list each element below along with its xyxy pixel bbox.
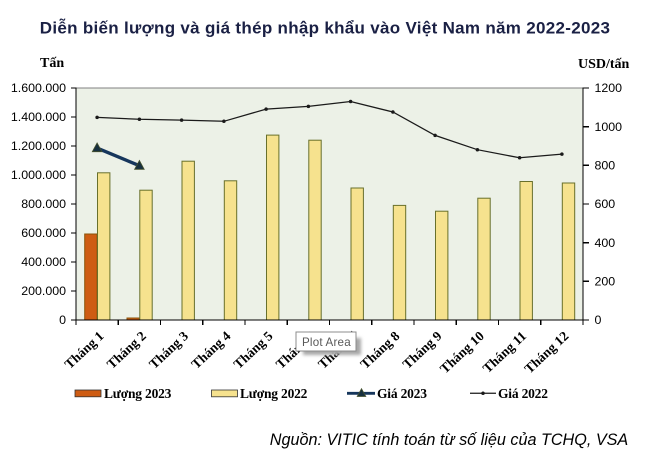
svg-text:600.000: 600.000 (21, 226, 66, 240)
svg-text:800: 800 (595, 159, 616, 173)
svg-text:1.600.000: 1.600.000 (11, 81, 66, 95)
svg-text:800.000: 800.000 (21, 197, 66, 211)
svg-text:1.200.000: 1.200.000 (11, 139, 66, 153)
svg-text:400.000: 400.000 (21, 255, 66, 269)
svg-text:1200: 1200 (595, 81, 623, 95)
svg-text:200: 200 (595, 275, 616, 289)
svg-text:Plot Area: Plot Area (302, 336, 351, 349)
svg-text:Diễn biến lượng và giá thép nh: Diễn biến lượng và giá thép nhập khẩu và… (40, 19, 610, 38)
svg-text:0: 0 (59, 313, 66, 327)
svg-text:Lượng 2022: Lượng 2022 (240, 386, 308, 401)
svg-text:Tấn: Tấn (40, 56, 64, 71)
svg-text:600: 600 (595, 197, 616, 211)
svg-text:200.000: 200.000 (21, 284, 66, 298)
svg-text:1.000.000: 1.000.000 (11, 168, 66, 182)
svg-text:400: 400 (595, 236, 616, 250)
svg-text:Nguồn: VITIC tính toán từ số l: Nguồn: VITIC tính toán từ số liệu của TC… (270, 431, 628, 449)
svg-text:Lượng 2023: Lượng 2023 (104, 386, 172, 401)
svg-text:Giá 2022: Giá 2022 (498, 386, 548, 401)
svg-text:1.400.000: 1.400.000 (11, 110, 66, 124)
svg-text:USD/tấn: USD/tấn (578, 57, 630, 72)
svg-text:Giá 2023: Giá 2023 (377, 386, 427, 401)
svg-text:1000: 1000 (595, 120, 623, 134)
svg-text:0: 0 (595, 313, 602, 327)
